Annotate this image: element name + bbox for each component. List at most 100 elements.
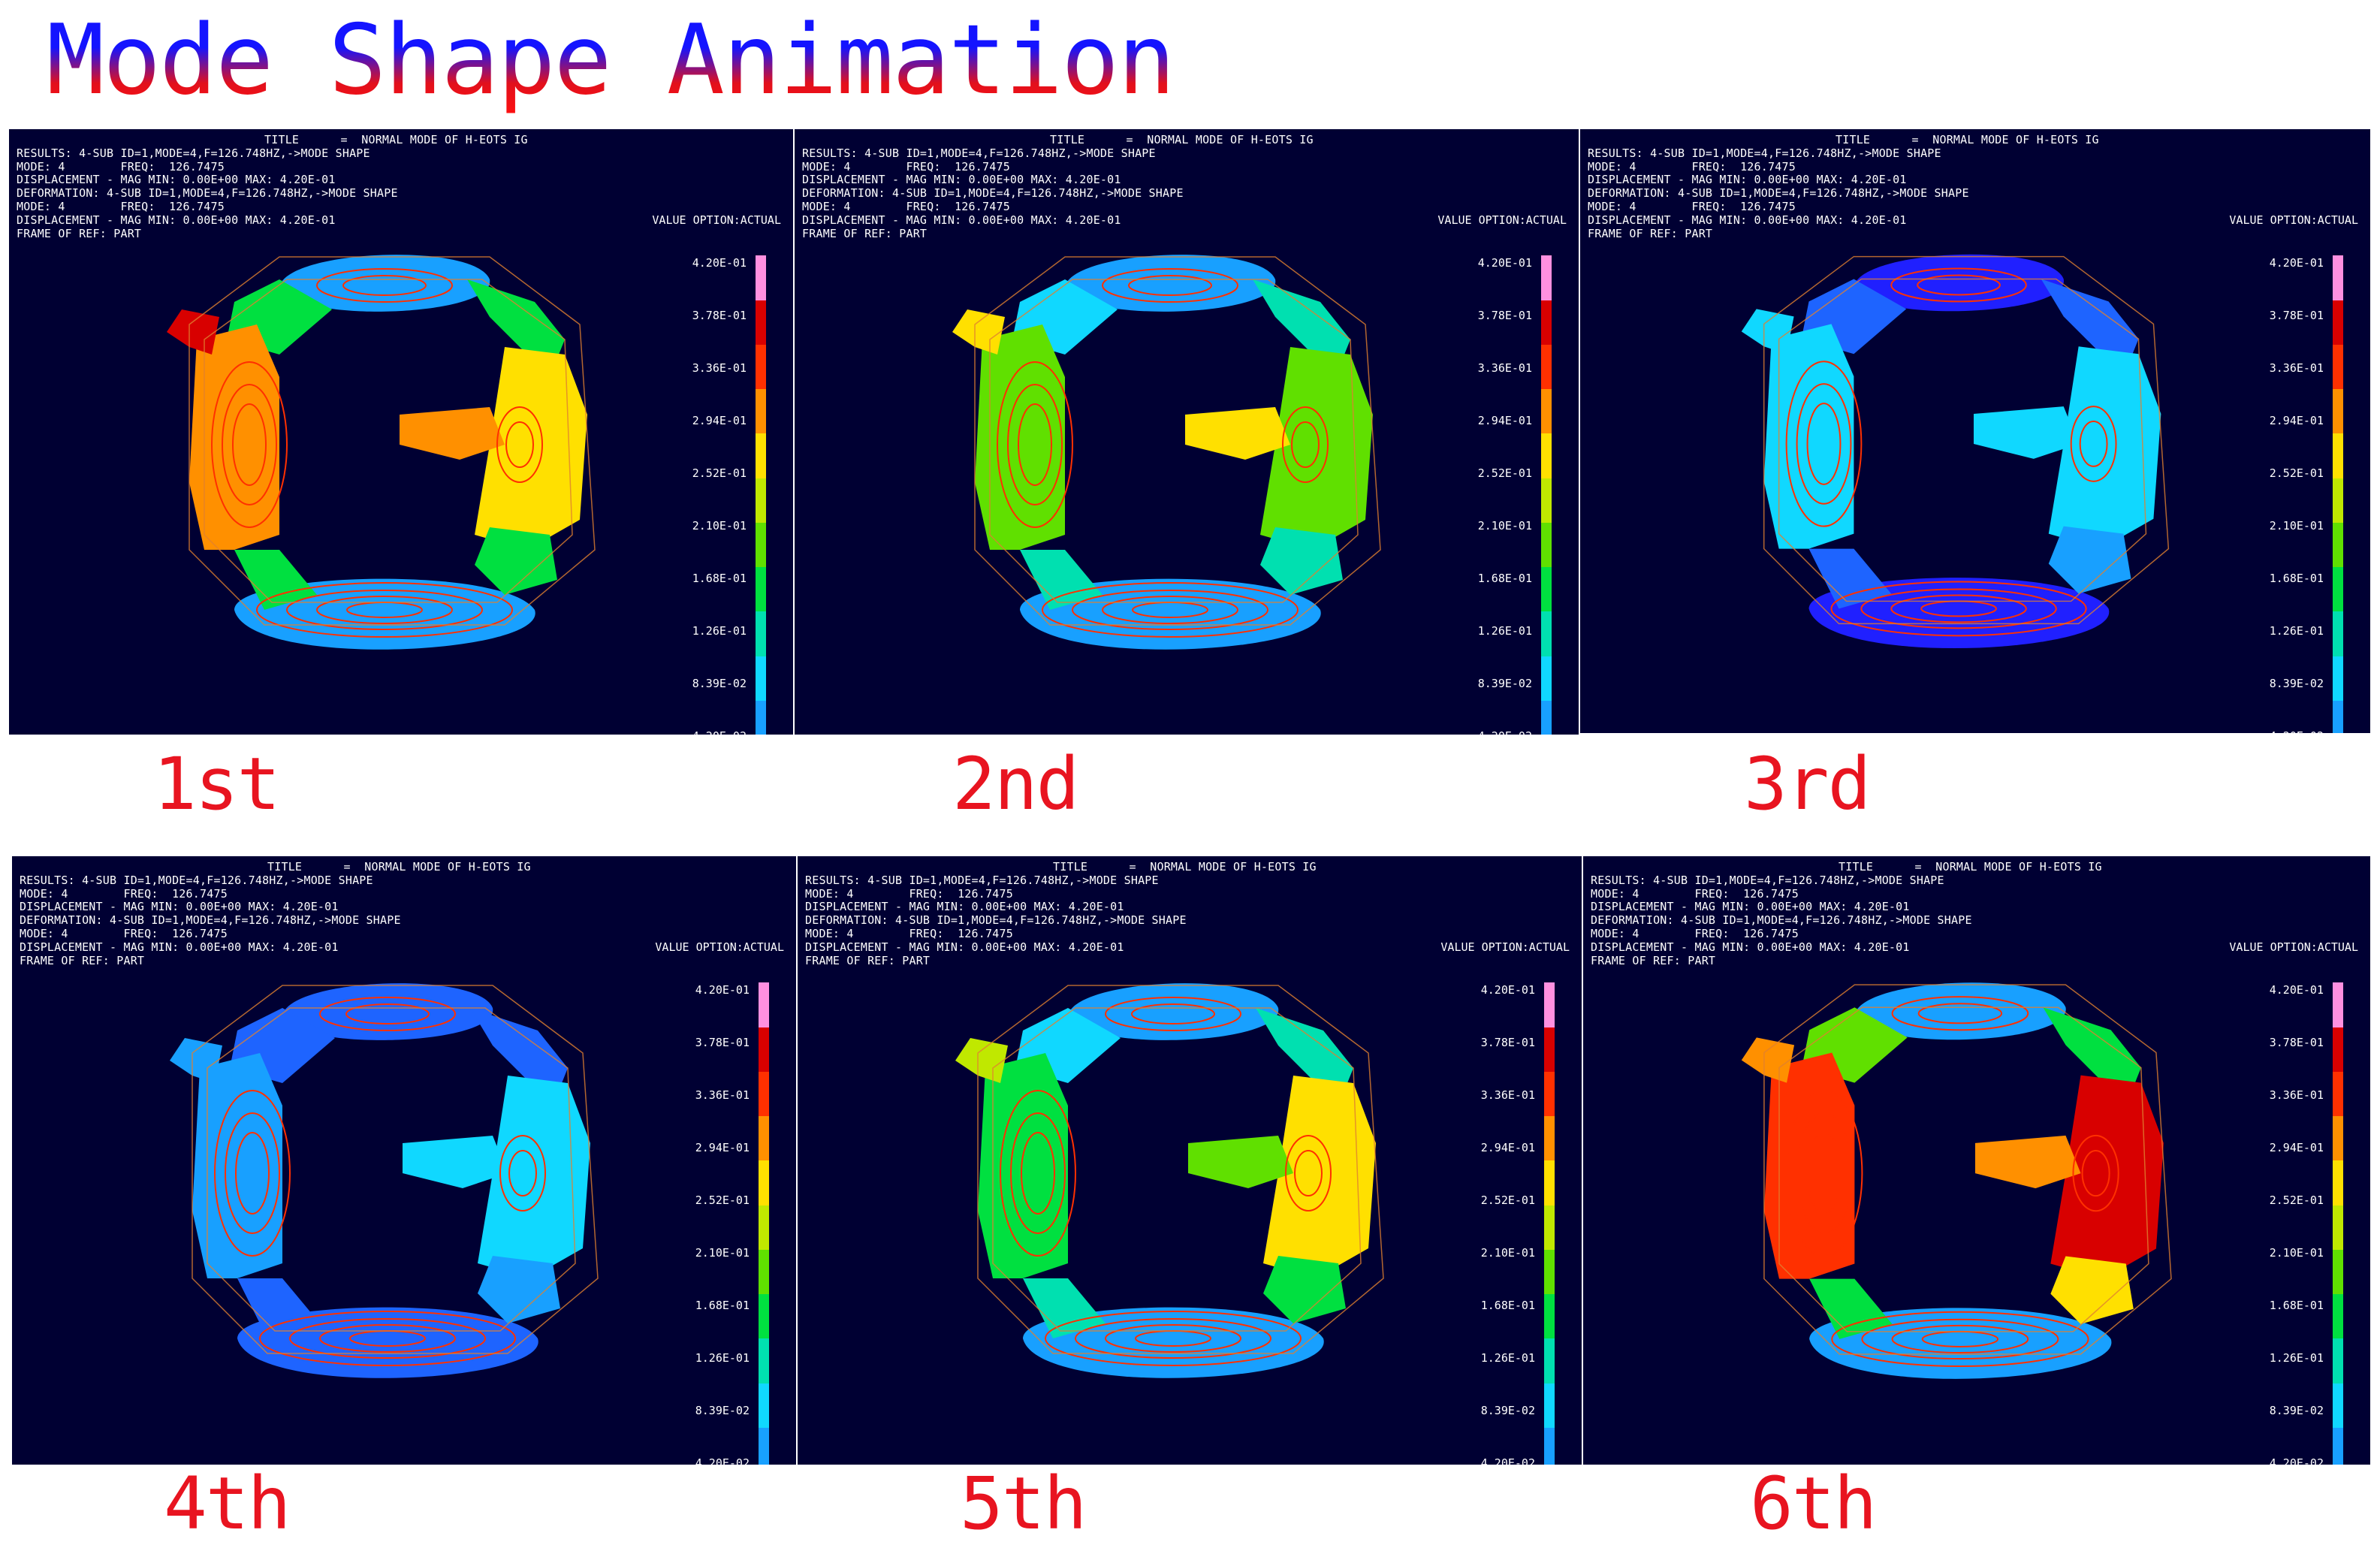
left-side-block — [1763, 324, 1854, 549]
legend-label: 2.10E-01 — [695, 1246, 750, 1260]
legend-swatch — [2333, 1115, 2343, 1161]
right-side-block — [1263, 1076, 1376, 1278]
legend-swatch — [1544, 1205, 1555, 1250]
legend-label: 1.68E-01 — [1480, 1299, 1535, 1312]
legend-label: 4.20E-02 — [2269, 1456, 2324, 1465]
header-results-line: RESULTS: 4-SUB ID=1,MODE=4,F=126.748HZ,-… — [1588, 146, 1941, 160]
mode-shape-panel-5: TITLE = NORMAL MODE OF H-EOTS IG RESULTS:… — [798, 856, 1582, 1465]
header-deformation-line: DEFORMATION: 4-SUB ID=1,MODE=4,F=126.748… — [805, 913, 1187, 928]
header-mode-line-2: MODE: 4 FREQ: 126.7475 — [17, 199, 225, 213]
legend-label: 8.39E-02 — [692, 677, 747, 690]
lower-right-arm — [2050, 1256, 2134, 1324]
left-ear — [170, 1038, 222, 1083]
header-title-line: TITLE = NORMAL MODE OF H-EOTS IG — [264, 133, 528, 146]
contour-ring — [289, 1318, 486, 1359]
legend-label: 1.26E-01 — [1477, 624, 1532, 638]
legend-swatch — [2333, 522, 2343, 568]
left-ear — [167, 309, 219, 355]
hub-contours — [1000, 997, 1332, 1366]
header-deformation-line: DEFORMATION: 4-SUB ID=1,MODE=4,F=126.748… — [20, 913, 401, 928]
legend-label: 1.26E-01 — [2269, 1351, 2324, 1365]
legend-label: 3.36E-01 — [1480, 1088, 1535, 1102]
legend-swatch — [1541, 611, 1552, 656]
wireframe-edge — [992, 1007, 1362, 1332]
right-arm — [400, 407, 505, 460]
contour-ring — [1890, 267, 2027, 303]
legend-label: 8.39E-02 — [2269, 1404, 2324, 1417]
right-side-block — [478, 1076, 590, 1278]
legend-label: 3.78E-01 — [2269, 1036, 2324, 1049]
legend-label: 3.36E-01 — [2269, 361, 2324, 375]
header-mode-line: MODE: 4 FREQ: 126.7475 — [1591, 886, 1799, 901]
legend-swatch — [2333, 1027, 2343, 1072]
header-title-line: TITLE = NORMAL MODE OF H-EOTS IG — [1839, 860, 2102, 874]
panel-caption: 6th — [1750, 1462, 1877, 1546]
legend-swatch — [759, 1293, 769, 1339]
right-arm — [1974, 1135, 2081, 1189]
color-legend: 4.20E-01 3.78E-01 3.36E-01 2.94E-01 2.52E-01… — [682, 982, 780, 1465]
header-mode-line-2: MODE: 4 FREQ: 126.7475 — [20, 926, 228, 940]
legend-label: 4.20E-02 — [695, 1456, 750, 1465]
legend-label: 4.20E-01 — [1480, 983, 1535, 997]
header-displacement-line-2: DISPLACEMENT - MAG MIN: 0.00E+00 MAX: 4.… — [805, 940, 1124, 954]
header-frame-line: FRAME OF REF: PART — [20, 953, 145, 967]
legend-label: 2.94E-01 — [2269, 414, 2324, 427]
wireframe-edge — [1763, 984, 2172, 1355]
value-option-label: VALUE OPTION:ACTUAL — [1440, 940, 1570, 954]
hub-contours — [1785, 267, 2117, 637]
value-option-label: VALUE OPTION:ACTUAL — [2229, 213, 2358, 227]
contour-ring — [256, 582, 513, 638]
contour-ring — [345, 1003, 430, 1024]
legend-swatch — [2333, 1071, 2343, 1117]
legend-swatch — [756, 300, 766, 345]
color-legend: 4.20E-01 3.78E-01 3.36E-01 2.94E-01 2.52E-01… — [1464, 255, 1562, 735]
legend-label: 2.94E-01 — [1480, 1141, 1535, 1154]
contour-ring — [1830, 581, 2087, 637]
legend-swatch — [756, 566, 766, 612]
contour-ring — [1786, 1089, 1863, 1257]
lower-left-arm — [237, 1278, 320, 1338]
lower-left-arm — [234, 550, 317, 610]
lower-right-arm — [2048, 526, 2131, 594]
legend-swatch — [759, 982, 769, 1027]
legend-label: 3.36E-01 — [1477, 361, 1532, 375]
legend-label: 4.20E-01 — [2269, 983, 2324, 997]
left-side-block — [975, 324, 1065, 550]
header-results-line: RESULTS: 4-SUB ID=1,MODE=4,F=126.748HZ,-… — [20, 873, 373, 887]
legend-label: 1.26E-01 — [692, 624, 747, 638]
header-displacement-line: DISPLACEMENT - MAG MIN: 0.00E+00 MAX: 4.… — [805, 900, 1124, 914]
contour-ring — [1010, 1112, 1066, 1234]
contour-ring — [1018, 403, 1052, 486]
contour-ring — [1861, 1318, 2059, 1360]
legend-swatch — [1541, 566, 1552, 612]
legend-swatch — [2333, 478, 2343, 523]
panel-header: TITLE = NORMAL MODE OF H-EOTS IG RESULTS:… — [17, 133, 787, 240]
left-side-block — [978, 1053, 1068, 1278]
header-displacement-line: DISPLACEMENT - MAG MIN: 0.00E+00 MAX: 4.… — [802, 173, 1121, 187]
value-option-label: VALUE OPTION:ACTUAL — [2229, 940, 2358, 954]
legend-swatch — [2333, 1205, 2343, 1250]
wireframe-outline — [189, 256, 596, 626]
header-results-line: RESULTS: 4-SUB ID=1,MODE=4,F=126.748HZ,-… — [805, 873, 1159, 887]
color-legend: 4.20E-01 3.78E-01 3.36E-01 2.94E-01 2.52E-01… — [679, 255, 777, 735]
legend-label: 3.36E-01 — [692, 361, 747, 375]
legend-swatch — [2333, 611, 2343, 656]
header-displacement-line-2: DISPLACEMENT - MAG MIN: 0.00E+00 MAX: 4.… — [20, 940, 339, 954]
lower-right-arm — [1260, 527, 1343, 595]
wireframe-outline — [974, 256, 1381, 626]
left-ear — [952, 309, 1005, 355]
legend-label: 2.10E-01 — [2269, 519, 2324, 533]
gimbal-model — [1741, 982, 2172, 1379]
legend-label: 8.39E-02 — [695, 1404, 750, 1417]
legend-label: 2.94E-01 — [695, 1141, 750, 1154]
left-ear — [955, 1038, 1008, 1083]
panel-caption: 1st — [153, 742, 280, 826]
contour-ring — [1128, 275, 1212, 296]
left-side-block — [192, 1053, 282, 1278]
header-deformation-line: DEFORMATION: 4-SUB ID=1,MODE=4,F=126.748… — [17, 186, 398, 201]
color-legend: 4.20E-01 3.78E-01 3.36E-01 2.94E-01 2.52E-01… — [2256, 255, 2354, 733]
contour-ring — [2072, 1134, 2119, 1212]
legend-swatch — [759, 1160, 769, 1205]
top-ring — [1854, 254, 2064, 312]
legend-label: 1.26E-01 — [2269, 624, 2324, 638]
